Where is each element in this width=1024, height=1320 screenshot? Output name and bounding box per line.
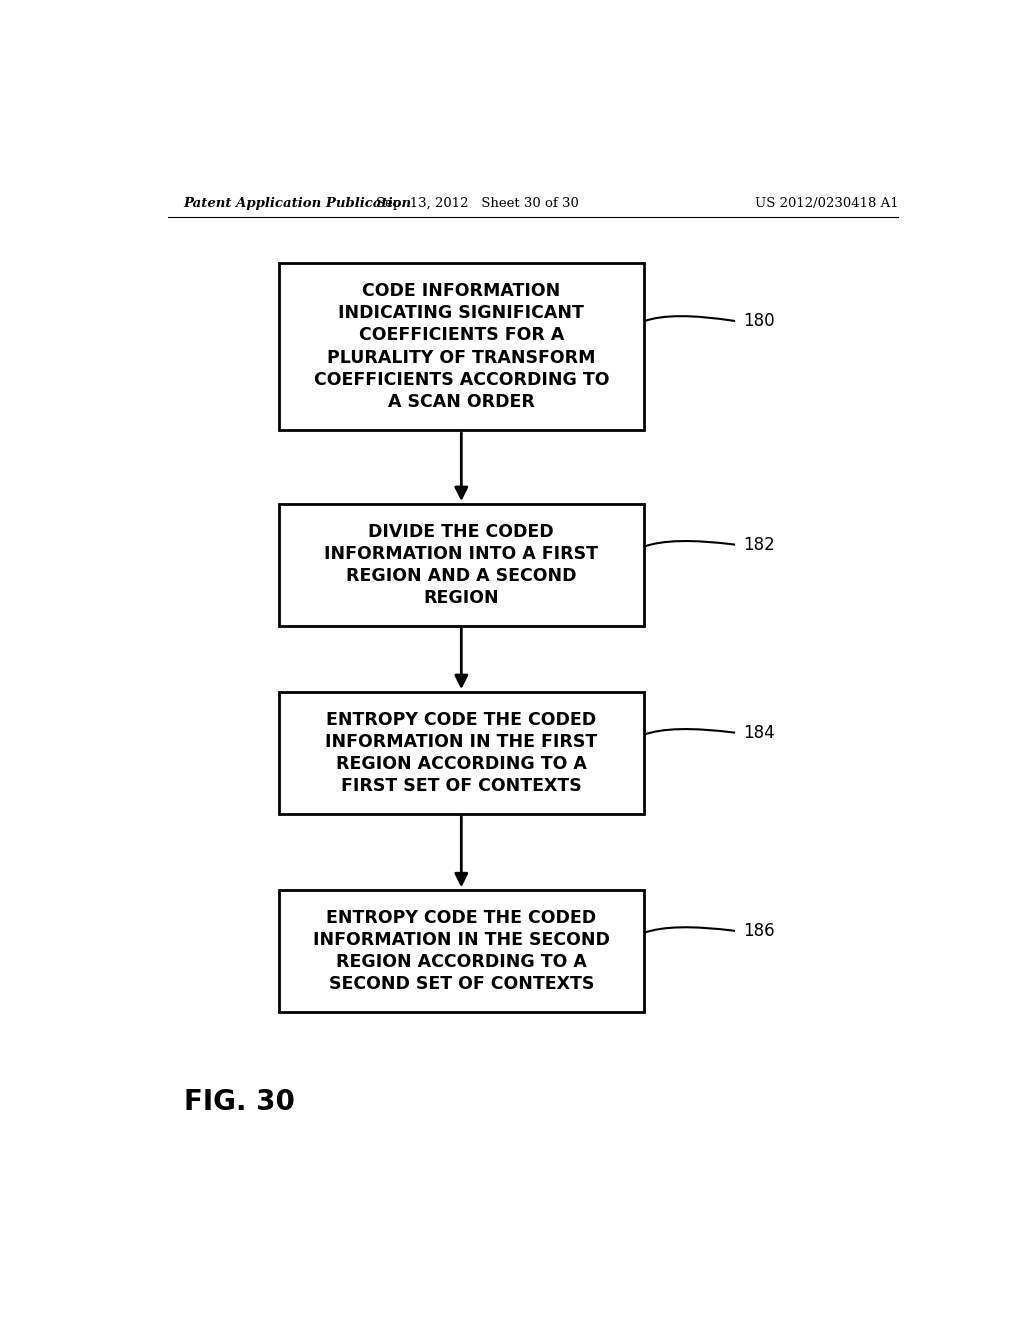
Text: ENTROPY CODE THE CODED
INFORMATION IN THE FIRST
REGION ACCORDING TO A
FIRST SET : ENTROPY CODE THE CODED INFORMATION IN TH… xyxy=(326,710,597,795)
Text: Sep. 13, 2012   Sheet 30 of 30: Sep. 13, 2012 Sheet 30 of 30 xyxy=(376,197,579,210)
Text: ENTROPY CODE THE CODED
INFORMATION IN THE SECOND
REGION ACCORDING TO A
SECOND SE: ENTROPY CODE THE CODED INFORMATION IN TH… xyxy=(313,909,609,994)
Text: 186: 186 xyxy=(743,921,775,940)
FancyBboxPatch shape xyxy=(279,692,644,814)
Text: 182: 182 xyxy=(743,536,775,553)
Text: 184: 184 xyxy=(743,723,775,742)
Text: 180: 180 xyxy=(743,312,775,330)
Text: US 2012/0230418 A1: US 2012/0230418 A1 xyxy=(755,197,898,210)
Text: DIVIDE THE CODED
INFORMATION INTO A FIRST
REGION AND A SECOND
REGION: DIVIDE THE CODED INFORMATION INTO A FIRS… xyxy=(325,523,598,607)
Text: CODE INFORMATION
INDICATING SIGNIFICANT
COEFFICIENTS FOR A
PLURALITY OF TRANSFOR: CODE INFORMATION INDICATING SIGNIFICANT … xyxy=(313,282,609,411)
FancyBboxPatch shape xyxy=(279,263,644,430)
Text: Patent Application Publication: Patent Application Publication xyxy=(183,197,412,210)
Text: FIG. 30: FIG. 30 xyxy=(183,1088,295,1115)
FancyBboxPatch shape xyxy=(279,890,644,1012)
FancyBboxPatch shape xyxy=(279,504,644,626)
